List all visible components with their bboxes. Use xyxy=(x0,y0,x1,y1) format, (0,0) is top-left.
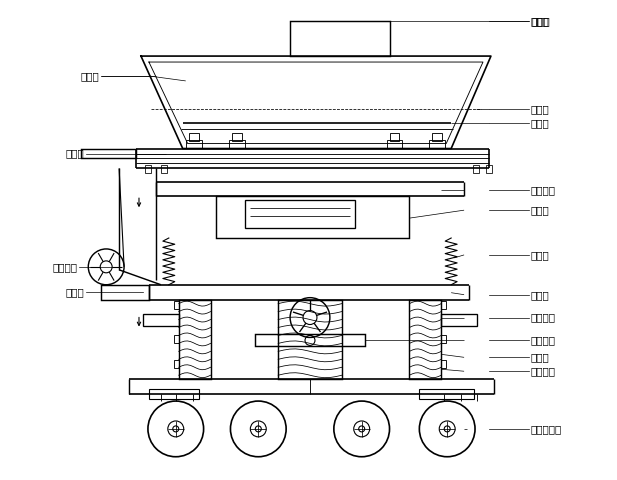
Bar xyxy=(179,300,210,379)
Text: 上部重锤: 上部重锤 xyxy=(531,185,556,195)
Bar xyxy=(441,336,446,343)
Text: 进料口: 进料口 xyxy=(531,16,550,26)
Bar xyxy=(186,140,202,147)
Text: 上　框: 上 框 xyxy=(80,71,99,81)
Text: 下部重锤: 下部重锤 xyxy=(531,336,556,346)
Bar xyxy=(290,21,389,56)
Text: 细　网: 细 网 xyxy=(531,104,550,114)
Bar xyxy=(441,313,477,325)
Bar xyxy=(386,140,402,147)
Bar xyxy=(145,166,151,173)
Text: 五星把手: 五星把手 xyxy=(531,312,556,323)
Bar xyxy=(161,166,167,173)
Bar xyxy=(473,166,479,173)
Text: 网　架: 网 架 xyxy=(531,118,550,128)
Bar xyxy=(174,300,179,309)
Bar xyxy=(174,360,179,368)
Bar xyxy=(143,313,179,325)
Bar xyxy=(215,196,410,238)
Bar xyxy=(429,140,445,147)
Bar xyxy=(389,132,399,141)
Bar xyxy=(189,132,199,141)
Bar xyxy=(233,132,242,141)
Bar xyxy=(433,132,442,141)
Text: 进料口: 进料口 xyxy=(532,16,550,26)
Bar xyxy=(81,148,136,158)
Bar xyxy=(441,360,446,368)
Text: 振动体: 振动体 xyxy=(531,205,550,215)
Bar xyxy=(486,166,492,173)
Text: 弹　簧: 弹 簧 xyxy=(531,250,550,260)
Text: 电　机: 电 机 xyxy=(531,290,550,300)
Bar xyxy=(246,200,355,228)
Bar xyxy=(420,389,474,399)
Bar xyxy=(441,300,446,309)
Bar xyxy=(255,335,365,347)
Text: 支　架: 支 架 xyxy=(531,352,550,362)
Bar xyxy=(101,285,149,300)
Bar xyxy=(410,300,441,379)
Text: 调整螺丝: 调整螺丝 xyxy=(531,366,556,376)
Text: 出料口: 出料口 xyxy=(65,148,85,158)
Bar xyxy=(174,336,179,343)
Text: 尼龙刹车轮: 尼龙刹车轮 xyxy=(531,424,562,434)
Bar xyxy=(149,389,199,399)
Bar xyxy=(230,140,246,147)
Text: 出料口: 出料口 xyxy=(65,287,85,297)
Bar xyxy=(278,300,342,379)
Text: 波形手轮: 波形手轮 xyxy=(52,262,77,272)
